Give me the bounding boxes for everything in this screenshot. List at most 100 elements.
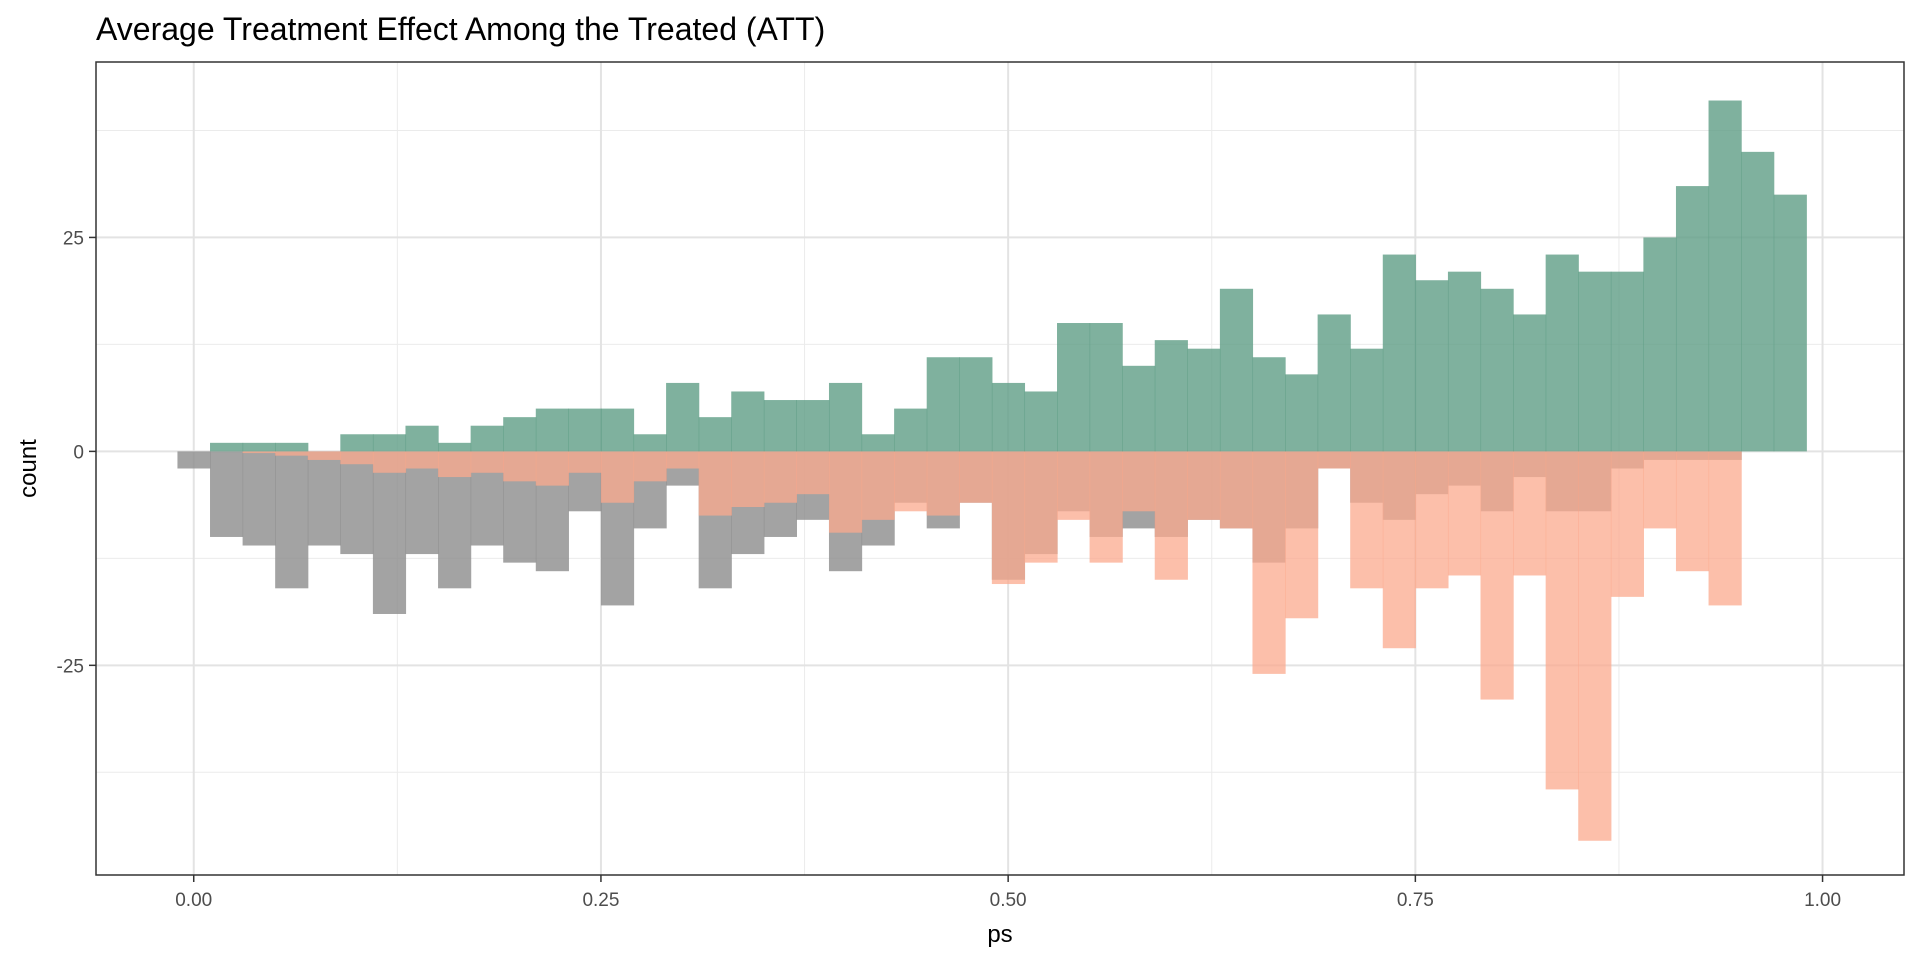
bar-control_weighted xyxy=(1187,451,1221,520)
chart-title: Average Treatment Effect Among the Treat… xyxy=(96,11,825,47)
bar-treated xyxy=(1219,288,1254,452)
bar-control_weighted xyxy=(1578,451,1612,841)
bar-control_weighted xyxy=(1252,451,1286,674)
bar-control_weighted xyxy=(535,451,569,486)
bar-treated xyxy=(242,442,276,452)
bar-treated xyxy=(666,382,700,452)
bar-control_weighted xyxy=(1089,451,1123,563)
bar-treated xyxy=(633,434,667,452)
bar-treated xyxy=(828,382,863,452)
bar-control_weighted xyxy=(405,451,439,469)
bar-control_unweighted xyxy=(307,451,341,546)
bar-treated xyxy=(1382,254,1416,452)
bar-control_weighted xyxy=(470,451,504,473)
y-tick-label: -25 xyxy=(57,656,84,677)
bar-control_weighted xyxy=(861,451,895,520)
bar-treated xyxy=(1285,374,1319,452)
bar-control_weighted xyxy=(1317,451,1351,469)
bar-control_weighted xyxy=(1057,451,1091,520)
x-axis: 0.00 0.25 0.50 0.75 1.00 xyxy=(175,875,1841,911)
bar-control_weighted xyxy=(1513,451,1547,576)
bar-control_weighted xyxy=(1219,451,1254,529)
bar-control_weighted xyxy=(242,451,276,454)
bar-treated xyxy=(503,417,537,452)
bar-control_weighted xyxy=(438,451,472,478)
bar-control_unweighted xyxy=(372,451,407,614)
bar-control_weighted xyxy=(568,451,602,473)
bar-control_unweighted xyxy=(177,451,211,469)
bar-control_unweighted xyxy=(340,451,374,555)
bar-treated xyxy=(959,357,993,452)
bar-treated xyxy=(1154,340,1188,452)
bar-treated xyxy=(1252,357,1286,452)
bar-control_weighted xyxy=(1154,451,1188,580)
bar-treated xyxy=(894,408,928,452)
x-tick-label: 0.50 xyxy=(990,890,1027,911)
bar-treated xyxy=(1317,314,1351,452)
bar-control_weighted xyxy=(796,451,830,495)
bar-control_weighted xyxy=(340,451,374,465)
bar-treated xyxy=(600,408,635,452)
bar-treated xyxy=(340,434,374,452)
bar-control_weighted xyxy=(1675,451,1710,572)
bar-treated xyxy=(438,442,472,452)
bar-control_weighted xyxy=(1285,451,1319,619)
bar-treated xyxy=(861,434,895,452)
bar-control_weighted xyxy=(372,451,407,473)
bar-treated xyxy=(1773,194,1807,452)
y-axis-label: count xyxy=(15,439,42,498)
bar-control_weighted xyxy=(828,451,863,533)
bar-treated xyxy=(535,408,569,452)
bar-treated xyxy=(926,357,960,452)
bar-control_weighted xyxy=(1643,451,1677,529)
bar-control_unweighted xyxy=(242,451,276,546)
bar-treated xyxy=(1578,271,1612,452)
series-treated xyxy=(210,100,1807,452)
bar-treated xyxy=(1415,280,1449,452)
bar-treated xyxy=(1708,100,1742,452)
series-control_weighted xyxy=(242,451,1742,841)
bar-control_weighted xyxy=(1545,451,1579,790)
bar-control_weighted xyxy=(666,451,700,469)
bar-treated xyxy=(731,391,765,452)
bar-treated xyxy=(1057,323,1091,452)
bar-treated xyxy=(1024,391,1058,452)
bar-control_weighted xyxy=(1350,451,1384,589)
bar-treated xyxy=(405,425,439,452)
bar-treated xyxy=(1513,314,1547,452)
bar-treated xyxy=(1741,151,1775,452)
y-tick-label: 0 xyxy=(73,442,84,463)
x-tick-label: 1.00 xyxy=(1804,890,1841,911)
bar-control_weighted xyxy=(731,451,765,508)
bar-treated xyxy=(1610,271,1644,452)
bar-treated xyxy=(1089,323,1123,452)
x-tick-label: 0.75 xyxy=(1397,890,1434,911)
bar-treated xyxy=(470,425,504,452)
bar-treated xyxy=(991,382,1026,452)
bar-control_weighted xyxy=(1480,451,1514,700)
bar-treated xyxy=(1187,348,1221,452)
y-axis: -25 0 25 xyxy=(57,228,96,677)
bar-treated xyxy=(1447,271,1482,452)
bar-control_weighted xyxy=(1447,451,1482,576)
bar-control_weighted xyxy=(1024,451,1058,563)
x-axis-label: ps xyxy=(987,921,1012,948)
bar-control_weighted xyxy=(307,451,341,460)
bar-treated xyxy=(1643,237,1677,452)
bar-control_weighted xyxy=(1415,451,1449,589)
bar-control_weighted xyxy=(600,451,635,503)
bar-treated xyxy=(1350,348,1384,452)
bar-control_weighted xyxy=(991,451,1026,585)
bar-treated xyxy=(1122,365,1156,452)
bar-control_weighted xyxy=(275,451,309,456)
bar-control_unweighted xyxy=(275,451,309,589)
plot-panel-border xyxy=(95,61,1905,876)
bar-treated xyxy=(1480,288,1514,452)
bar-control_weighted xyxy=(503,451,537,482)
x-tick-label: 0.25 xyxy=(582,890,619,911)
bar-treated xyxy=(275,442,309,452)
bar-control_weighted xyxy=(1708,451,1742,606)
bar-control_weighted xyxy=(698,451,732,516)
x-tick-label: 0.00 xyxy=(175,890,212,911)
